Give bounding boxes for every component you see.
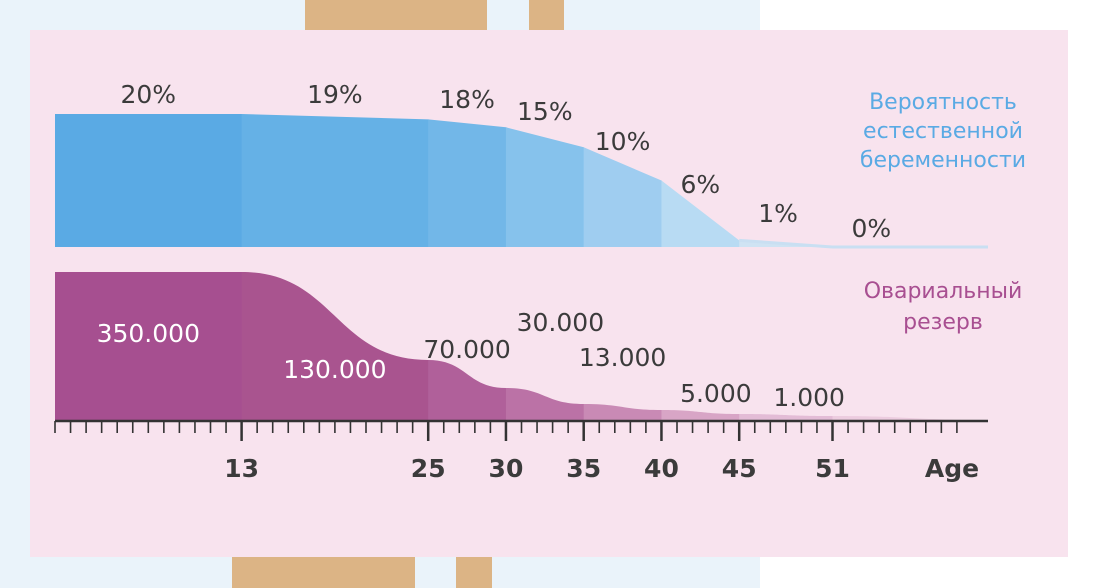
x-tick-label: 30	[489, 454, 524, 483]
pregnancy-label: 0%	[852, 214, 892, 243]
reserve-label: 30.000	[517, 308, 604, 337]
bottom-strip-left	[232, 557, 415, 588]
x-tick-label: 51	[815, 454, 850, 483]
pregnancy-title: беременности	[860, 148, 1026, 173]
reserve-label: 350.000	[97, 319, 200, 348]
pregnancy-label: 10%	[595, 127, 651, 156]
reserve-label: 5.000	[680, 379, 752, 408]
reserve-segment	[55, 272, 243, 420]
pregnancy-tail-line	[739, 238, 988, 249]
x-tick-label: 45	[722, 454, 757, 483]
pregnancy-label: 6%	[680, 170, 720, 199]
pregnancy-segment	[583, 114, 662, 247]
x-tick-label: 13	[224, 454, 259, 483]
pregnancy-label: 20%	[121, 80, 177, 109]
bottom-strip-right	[456, 557, 492, 588]
pregnancy-labels: 20% 19% 18% 15% 10% 6% 1% 0%	[121, 80, 892, 243]
x-tick-label: 25	[411, 454, 446, 483]
reserve-segment	[505, 272, 585, 420]
pregnancy-segment	[241, 114, 429, 247]
pregnancy-label: 19%	[307, 80, 363, 109]
reserve-label: 70.000	[423, 335, 510, 364]
series-titles: Вероятность естественной беременности Овари…	[860, 90, 1026, 335]
reserve-label: 13.000	[579, 343, 666, 372]
pregnancy-title: естественной	[863, 119, 1023, 144]
pregnancy-segment	[55, 114, 243, 247]
pregnancy-title: Вероятность	[869, 90, 1017, 115]
top-strip-right	[529, 0, 564, 30]
reserve-segment	[241, 272, 429, 420]
reserve-label: 1.000	[773, 383, 845, 412]
pregnancy-label: 1%	[758, 199, 798, 228]
reserve-title: Овариальный	[864, 279, 1023, 304]
x-tick-label: 35	[566, 454, 601, 483]
top-strip-left	[305, 0, 487, 30]
x-axis-label: Age	[925, 454, 979, 483]
pregnancy-segment	[428, 114, 507, 247]
reserve-title: резерв	[903, 310, 983, 335]
reserve-label: 130.000	[283, 355, 386, 384]
pregnancy-label: 18%	[439, 85, 495, 114]
x-axis: 13 25 30 35 40 45 51 Age	[54, 419, 988, 483]
x-tick-label: 40	[644, 454, 679, 483]
pregnancy-label: 15%	[517, 97, 573, 126]
pregnancy-segment	[739, 114, 833, 247]
